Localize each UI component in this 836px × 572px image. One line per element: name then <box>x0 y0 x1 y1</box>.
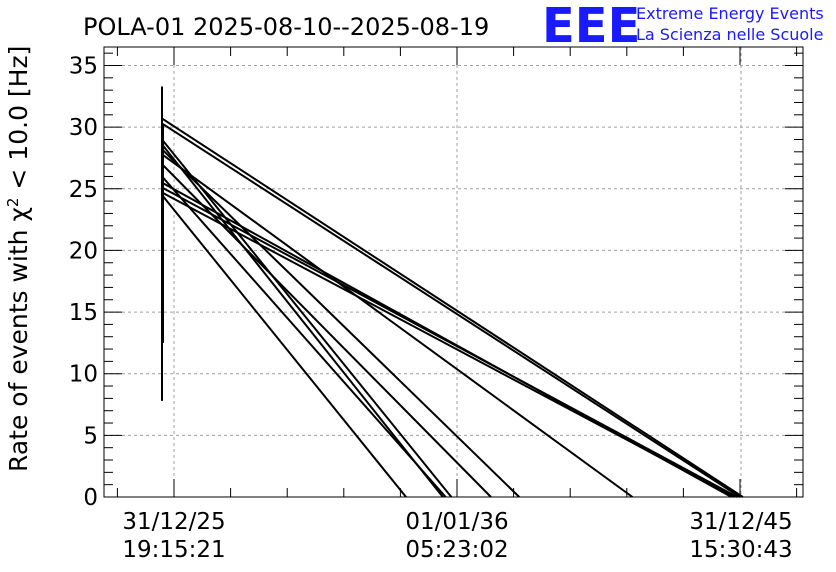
y-axis-label-suffix: < 10.0 [Hz] <box>4 46 33 198</box>
series-line-11 <box>161 194 407 498</box>
y-tick-label-5: 25 <box>69 177 98 203</box>
x-tick-label-date-0: 31/12/25 <box>122 509 225 535</box>
y-tick-label-2: 10 <box>69 362 98 388</box>
series-line-4 <box>161 148 520 498</box>
axis-ticks <box>104 47 803 498</box>
y-axis-label-superscript: 2 <box>4 198 22 208</box>
series-line-3 <box>161 143 444 498</box>
y-tick-label-1: 5 <box>83 423 98 449</box>
y-tick-labels: 0 5 10 15 20 25 30 35 <box>69 53 98 511</box>
y-tick-label-0: 0 <box>83 485 98 511</box>
y-tick-label-7: 35 <box>69 53 98 79</box>
eee-logo: EEE Extreme Energy Events La Scienza nel… <box>542 0 824 54</box>
grid <box>104 47 803 498</box>
series-line-0 <box>161 117 744 498</box>
series-line-7 <box>161 175 447 498</box>
series-line-5 <box>161 153 634 498</box>
y-tick-label-6: 30 <box>69 115 98 141</box>
series-line-9 <box>161 186 738 498</box>
x-tick-label-time-1: 05:23:02 <box>405 537 508 563</box>
y-axis-label: Rate of events with χ2 < 10.0 [Hz] <box>4 46 33 472</box>
y-axis-label-prefix: Rate of events with χ <box>4 207 33 472</box>
chart-title: POLA-01 2025-08-10--2025-08-19 <box>83 13 489 41</box>
logo-mark: EEE <box>542 0 640 54</box>
x-tick-label-date-2: 31/12/45 <box>689 509 792 535</box>
x-tick-label-time-2: 15:30:43 <box>689 537 792 563</box>
plot-frame <box>103 46 804 498</box>
y-tick-label-3: 15 <box>69 300 98 326</box>
series-line-10 <box>161 191 735 498</box>
series-line-2 <box>161 138 453 498</box>
logo-line-1: Extreme Energy Events <box>636 4 824 23</box>
series-line-1 <box>161 122 741 498</box>
logo-line-2: La Scienza nelle Scuole <box>636 25 823 44</box>
series-line-6 <box>161 163 492 498</box>
y-tick-label-4: 20 <box>69 238 98 264</box>
x-tick-label-date-1: 01/01/36 <box>405 509 508 535</box>
series-group <box>161 86 744 498</box>
x-tick-label-time-0: 19:15:21 <box>122 537 225 563</box>
